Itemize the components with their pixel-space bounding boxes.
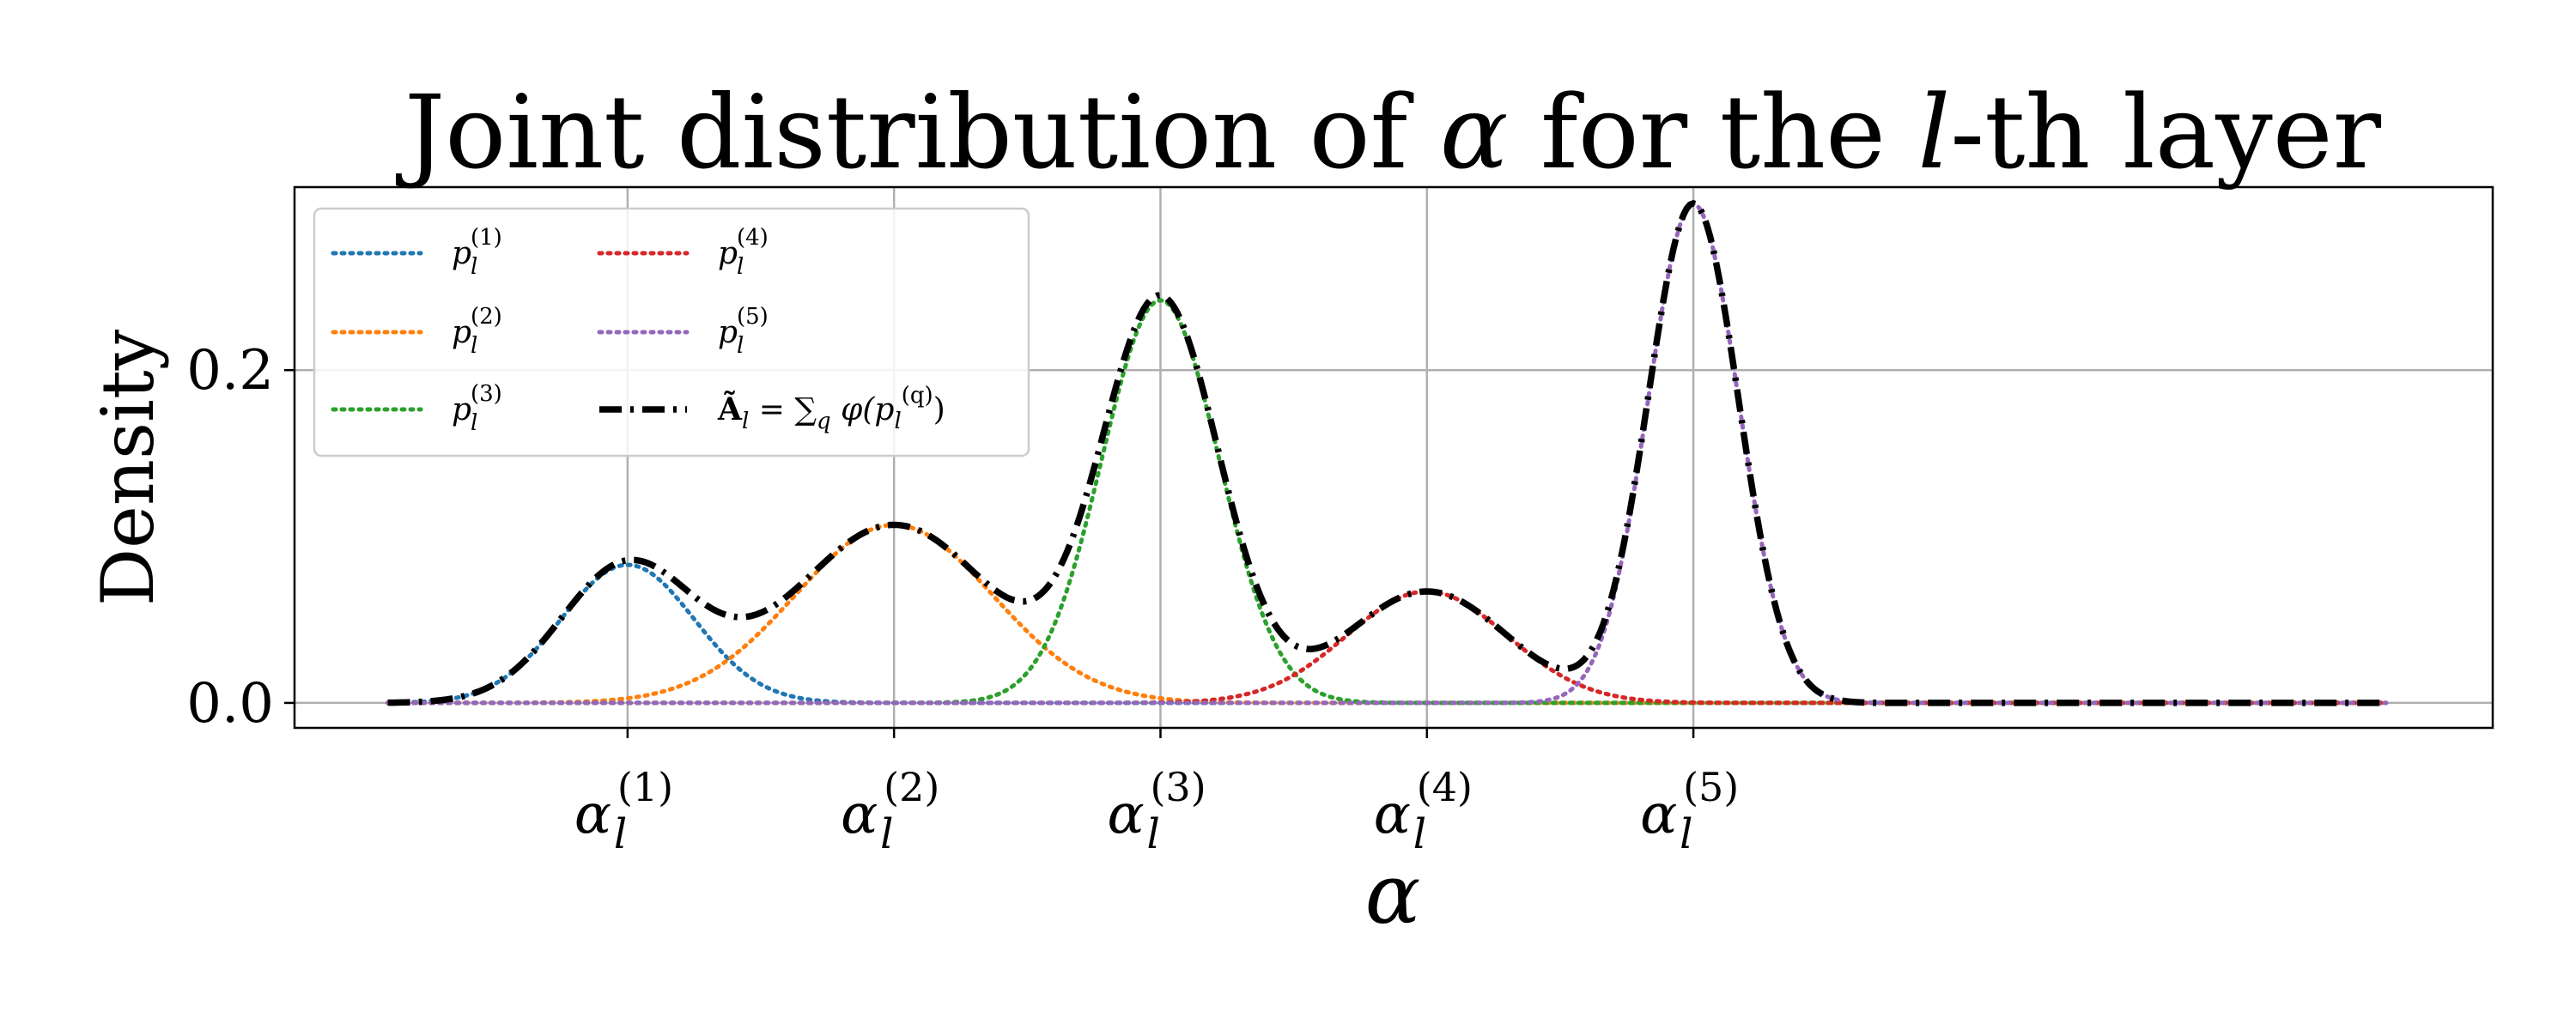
legend-label-sup-2: (2) xyxy=(471,304,502,330)
curves xyxy=(386,199,2389,706)
legend-label-5: p xyxy=(718,315,738,350)
sum-series-line xyxy=(387,199,2386,706)
chart-title-l: l xyxy=(1917,73,1950,191)
y-tick-label: 0.0 xyxy=(186,672,274,736)
legend-label-4: p xyxy=(718,236,738,271)
x-axis-label: α xyxy=(1365,846,1421,942)
x-tick-sup-2: (2) xyxy=(884,764,939,810)
legend-label-sum: Ãl = ∑q φ(pl(q)) xyxy=(717,383,945,434)
legend-label-sup-1: (1) xyxy=(471,225,502,251)
legend-label-sub-5: l xyxy=(737,333,744,359)
x-tick-sub-2: l xyxy=(880,810,893,858)
legend-label-sub-4: l xyxy=(737,254,744,280)
legend-label-sup-4: (4) xyxy=(737,225,769,251)
chart-title-mid: for the xyxy=(1509,73,1918,191)
legend-label-sup-3: (3) xyxy=(471,381,502,407)
x-tick-label-4: α xyxy=(1374,783,1411,846)
chart-title-suffix: -th layer xyxy=(1950,73,2381,191)
legend-label-sub-1: l xyxy=(471,254,477,280)
plot-frame xyxy=(293,185,2494,730)
legend-label-sub-2: l xyxy=(471,333,477,359)
x-tick-sup-4: (4) xyxy=(1417,764,1473,810)
x-tick-sub-3: l xyxy=(1146,810,1159,858)
series-line-4 xyxy=(386,589,2389,706)
plot-area: 0.00.2α (1)l α (2)l α (3)l α (4)l α (5)lpl(1)pl(2… xyxy=(186,185,2494,858)
x-tick-sub-5: l xyxy=(1680,810,1692,858)
chart-title-prefix: Joint distribution of xyxy=(396,73,1440,191)
y-tick-label: 0.2 xyxy=(186,339,274,403)
series-line-5 xyxy=(386,201,2389,706)
x-tick-sup-1: (1) xyxy=(617,764,673,810)
x-tick-label-1: α xyxy=(574,783,611,846)
legend-label-sup-5: (5) xyxy=(737,304,769,330)
x-tick-label-3: α xyxy=(1107,783,1144,846)
x-tick-sub-4: l xyxy=(1413,810,1426,858)
legend-label-1: p xyxy=(452,236,471,271)
y-axis-label: Density xyxy=(86,329,170,606)
legend: pl(1)pl(2)pl(3)pl(4)pl(5)Ãl = ∑q φ(pl(q)… xyxy=(313,207,1030,457)
legend-label-sub-3: l xyxy=(471,410,477,436)
legend-label-3: p xyxy=(452,392,471,427)
x-tick-label-2: α xyxy=(841,783,878,846)
x-tick-sup-5: (5) xyxy=(1683,764,1739,810)
chart-title: Joint distribution of α for the l-th lay… xyxy=(396,73,2382,191)
x-tick-sub-1: l xyxy=(614,810,627,858)
legend-label-2: p xyxy=(452,315,471,350)
x-tick-label-5: α xyxy=(1640,783,1677,846)
chart-title-alpha: α xyxy=(1440,73,1509,191)
x-tick-sup-3: (3) xyxy=(1150,764,1206,810)
